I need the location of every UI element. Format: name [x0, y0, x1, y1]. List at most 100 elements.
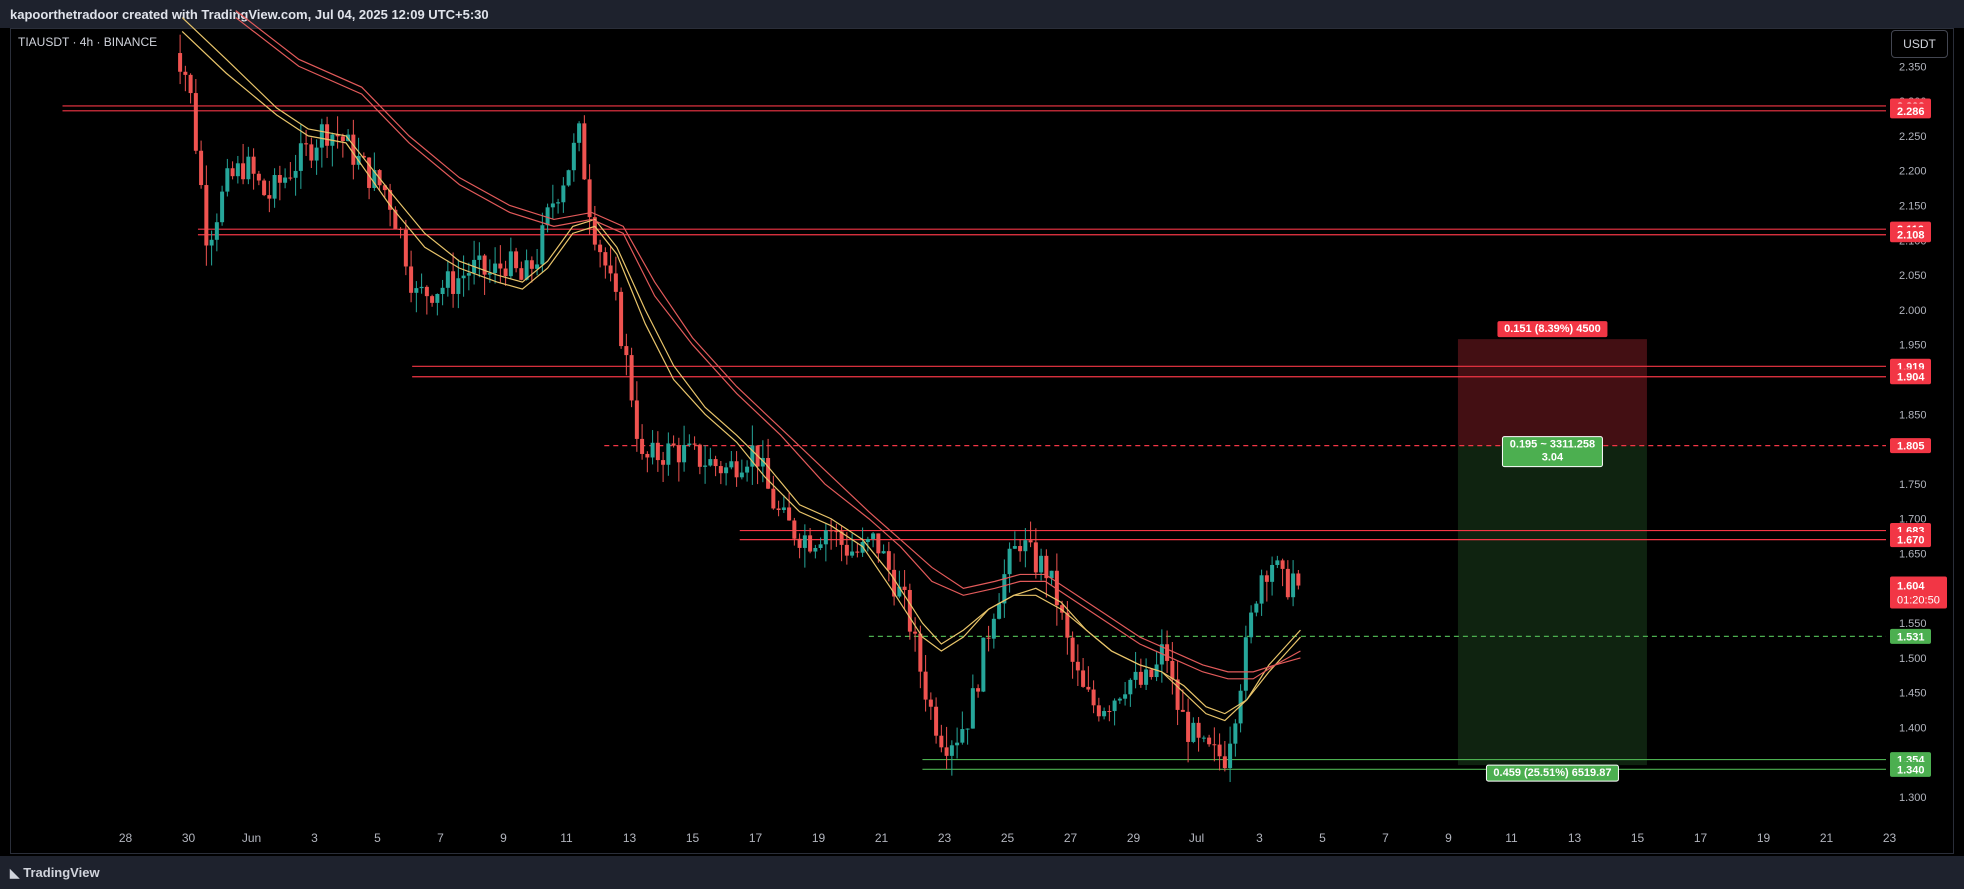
- candle-body: [309, 144, 314, 161]
- x-tick-label: 17: [1694, 831, 1708, 845]
- candle-body: [1285, 568, 1290, 598]
- x-tick-label: 28: [119, 831, 133, 845]
- candle-body: [1070, 637, 1075, 662]
- price-tag-text-2.108: 2.108: [1897, 230, 1925, 242]
- candle-body: [230, 168, 235, 177]
- price-tag-text-1.670: 1.670: [1897, 535, 1925, 547]
- horizontal-levels: [62, 105, 1886, 770]
- candle-body: [981, 637, 986, 692]
- price-tag-text-1.904: 1.904: [1897, 372, 1925, 384]
- candle-body: [225, 168, 230, 192]
- candle-body: [498, 263, 503, 269]
- candle-body: [1012, 546, 1017, 549]
- candle-body: [267, 195, 272, 199]
- y-tick-label: 1.400: [1899, 723, 1927, 735]
- ema-line-1: [181, 31, 1301, 722]
- y-tick-label: 2.250: [1899, 131, 1927, 143]
- currency-button[interactable]: USDT: [1891, 30, 1948, 58]
- candle-body: [760, 457, 765, 467]
- x-tick-label: 19: [812, 831, 826, 845]
- candle-body: [288, 177, 293, 179]
- candle-body: [718, 466, 723, 474]
- stop-label-box: [1497, 321, 1608, 338]
- candle-body: [1228, 743, 1233, 769]
- y-tick-label: 1.850: [1899, 409, 1927, 421]
- candle-body: [829, 530, 834, 532]
- candle-body: [519, 268, 524, 280]
- candle-body: [388, 190, 393, 210]
- candle-body: [876, 533, 881, 554]
- candle-body: [256, 173, 261, 181]
- candle-body: [1149, 669, 1154, 678]
- candles: [178, 34, 1301, 783]
- footer-bar: ◣ TradingView: [0, 856, 1964, 889]
- candle-body: [997, 603, 1002, 619]
- candle-body: [235, 163, 240, 177]
- x-tick-label: 23: [1883, 831, 1897, 845]
- current-price-countdown: 01:20:50: [1897, 595, 1940, 607]
- candle-body: [1165, 644, 1170, 661]
- candle-body: [398, 228, 403, 230]
- candle-body: [1238, 690, 1243, 724]
- candle-body: [729, 461, 734, 468]
- candle-body: [503, 268, 508, 277]
- candle-body: [697, 444, 702, 467]
- candle-body: [424, 286, 429, 297]
- candle-body: [734, 461, 739, 478]
- candle-body: [298, 143, 303, 171]
- candle-body: [1138, 671, 1143, 685]
- price-tag-1.805: [1890, 438, 1931, 454]
- price-tag-2.108: [1890, 227, 1931, 243]
- candle-body: [445, 271, 450, 288]
- candle-body: [1065, 612, 1070, 638]
- candle-body: [535, 264, 540, 269]
- candle-body: [934, 706, 939, 736]
- candle-body: [976, 688, 981, 692]
- candle-body: [1107, 711, 1112, 713]
- price-tag-1.670: [1890, 532, 1931, 548]
- moving-averages: [181, 10, 1301, 722]
- price-tag-text-1.531: 1.531: [1897, 631, 1925, 643]
- candle-body: [351, 134, 356, 165]
- candle-body: [949, 745, 954, 756]
- x-tick-label: 27: [1064, 831, 1078, 845]
- x-tick-label: 9: [500, 831, 507, 845]
- candle-body: [1207, 737, 1212, 745]
- x-tick-label: 15: [1631, 831, 1645, 845]
- candle-body: [613, 273, 618, 292]
- candle-body: [771, 488, 776, 509]
- x-tick-label: 5: [1319, 831, 1326, 845]
- y-tick-label: 1.700: [1899, 514, 1927, 526]
- candle-body: [766, 457, 771, 489]
- target-zone: [1457, 445, 1647, 766]
- ema-line-2: [181, 17, 1301, 715]
- candle-body: [928, 699, 933, 707]
- candle-body: [556, 202, 561, 204]
- current-price-value: 1.604: [1897, 581, 1925, 593]
- chart-area[interactable]: [10, 28, 1954, 854]
- candle-body: [687, 443, 692, 446]
- y-tick-label: 1.650: [1899, 549, 1927, 561]
- candle-body: [514, 251, 519, 269]
- x-tick-label: 13: [623, 831, 637, 845]
- price-tag-text-1.805: 1.805: [1897, 441, 1925, 453]
- candle-body: [865, 538, 870, 542]
- candle-body: [655, 442, 660, 461]
- x-tick-label: 11: [560, 831, 573, 845]
- candle-body: [545, 207, 550, 226]
- symbol-title: TIAUSDT · 4h · BINANCE: [18, 35, 158, 49]
- candle-body: [178, 53, 183, 72]
- candle-body: [1175, 679, 1180, 710]
- candle-body: [855, 551, 860, 553]
- candle-body: [640, 438, 645, 454]
- price-tag-2.286: [1890, 103, 1931, 119]
- candle-body: [645, 453, 650, 458]
- header-bar: kapoorthetradoor created with TradingVie…: [0, 0, 1964, 28]
- candle-body: [246, 156, 251, 180]
- tradingview-logo[interactable]: ◣ TradingView: [10, 865, 100, 880]
- candle-body: [960, 729, 965, 743]
- candle-body: [1275, 560, 1280, 565]
- x-tick-label: 30: [182, 831, 196, 845]
- candle-body: [325, 124, 330, 146]
